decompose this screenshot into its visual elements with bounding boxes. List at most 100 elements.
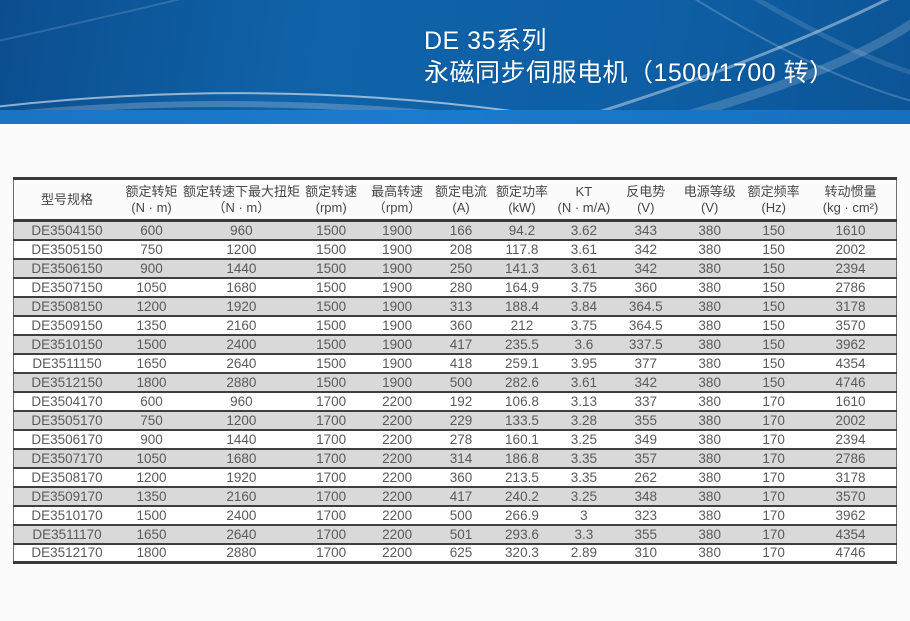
value-cell: 1200 (136, 298, 167, 314)
value-cell: 160.1 (505, 431, 539, 447)
value-cell: 2200 (382, 507, 413, 523)
column-header: 额定转速下最大扭矩 （N · m） (182, 183, 300, 215)
value-cell: 94.2 (508, 222, 536, 238)
table-row: DE3506170 900 1440 1700 2200 278 160.1 3.25 349 3… (13, 429, 897, 449)
value-cell: 2200 (382, 450, 413, 466)
value-cell: 360 (449, 469, 473, 485)
value-cell: 2002 (835, 241, 866, 257)
value-cell: 1900 (382, 279, 413, 295)
value-cell: 625 (449, 545, 473, 561)
value-cell: 313 (449, 298, 473, 314)
model-cell: DE3511170 (32, 526, 102, 542)
model-cell: DE3512170 (31, 545, 103, 561)
value-cell: 278 (449, 431, 473, 447)
column-header: 额定转速 (rpm) (305, 183, 358, 215)
value-cell: 150 (762, 317, 785, 333)
value-cell: 212 (510, 317, 534, 333)
model-cell: DE3507150 (31, 279, 103, 295)
value-cell: 337.5 (628, 336, 663, 352)
model-cell: DE3510170 (31, 507, 103, 523)
table-row: DE3507150 1050 1680 1500 1900 280 164.9 3.75 360… (13, 277, 897, 297)
table-row: DE3508170 1200 1920 1700 2200 360 213.5 3.35 262… (13, 467, 897, 487)
value-cell: 323 (634, 507, 658, 523)
value-cell: 2200 (382, 431, 413, 447)
value-cell: 348 (634, 488, 658, 504)
value-cell: 170 (762, 526, 785, 542)
value-cell: 170 (762, 469, 785, 485)
value-cell: 1900 (382, 241, 413, 257)
value-cell: 170 (762, 488, 785, 504)
model-cell: DE3512150 (31, 374, 103, 390)
value-cell: 2200 (382, 488, 413, 504)
value-cell: 3.35 (570, 450, 597, 466)
value-cell: 1900 (382, 336, 413, 352)
value-cell: 150 (762, 298, 785, 314)
value-cell: 1500 (316, 374, 347, 390)
value-cell: 1920 (226, 469, 257, 485)
value-cell: 3570 (835, 317, 866, 333)
value-cell: 3962 (835, 336, 866, 352)
value-cell: 1200 (226, 412, 257, 428)
value-cell: 1700 (316, 545, 347, 561)
table-row: DE3504150 600 960 1500 1900 166 94.2 3.62 343 380… (13, 220, 897, 240)
value-cell: 150 (762, 222, 785, 238)
model-cell: DE3504150 (31, 222, 103, 238)
value-cell: 380 (698, 488, 721, 504)
column-header: 额定电流 (A) (435, 183, 488, 215)
value-cell: 117.8 (505, 241, 539, 257)
value-cell: 2160 (226, 317, 257, 333)
table-row: DE3510150 1500 2400 1500 1900 417 235.5 3.6 337.… (13, 334, 897, 354)
value-cell: 380 (698, 260, 721, 276)
value-cell: 2786 (835, 450, 866, 466)
value-cell: 342 (634, 241, 658, 257)
value-cell: 2200 (382, 526, 413, 542)
value-cell: 960 (230, 222, 253, 238)
model-cell: DE3509150 (31, 317, 103, 333)
value-cell: 262 (634, 469, 658, 485)
value-cell: 1700 (316, 488, 347, 504)
value-cell: 2200 (382, 545, 413, 561)
value-cell: 1350 (136, 488, 167, 504)
value-cell: 1650 (136, 526, 167, 542)
value-cell: 360 (449, 317, 473, 333)
model-cell: DE3507170 (31, 450, 103, 466)
series-title: DE 35系列 (424, 27, 547, 55)
model-cell: DE3504170 (31, 393, 103, 409)
value-cell: 150 (762, 374, 785, 390)
value-cell: 1900 (382, 355, 413, 371)
banner-bottom-strip (0, 110, 910, 124)
column-header: 额定转矩 (N · m) (125, 183, 178, 215)
value-cell: 2640 (226, 355, 257, 371)
page: DE 35系列 永磁同步伺服电机（1500/1700 转） 型号规格 额定转矩 (N… (0, 0, 910, 564)
value-cell: 417 (449, 488, 473, 504)
value-cell: 1500 (316, 241, 347, 257)
value-cell: 235.5 (505, 336, 539, 352)
value-cell: 133.5 (505, 412, 539, 428)
value-cell: 2200 (382, 412, 413, 428)
value-cell: 1500 (316, 260, 347, 276)
value-cell: 342 (634, 374, 658, 390)
value-cell: 1500 (316, 317, 347, 333)
value-cell: 4746 (835, 374, 866, 390)
value-cell: 320.3 (505, 545, 539, 561)
value-cell: 1610 (835, 393, 866, 409)
value-cell: 960 (230, 393, 253, 409)
table-row: DE3506150 900 1440 1500 1900 250 141.3 3.61 342 3… (13, 258, 897, 278)
value-cell: 3.13 (570, 393, 597, 409)
value-cell: 3.75 (570, 279, 597, 295)
column-header: 转动惯量 (kg · cm²) (822, 183, 879, 215)
value-cell: 600 (140, 222, 163, 238)
value-cell: 1500 (136, 336, 167, 352)
value-cell: 1700 (316, 412, 347, 428)
value-cell: 343 (634, 222, 658, 238)
value-cell: 3.95 (570, 355, 597, 371)
value-cell: 3.61 (570, 241, 597, 257)
value-cell: 418 (449, 355, 473, 371)
motor-subtitle: 永磁同步伺服电机（1500/1700 转） (424, 59, 835, 87)
value-cell: 1050 (136, 450, 167, 466)
value-cell: 3.84 (570, 298, 597, 314)
value-cell: 4354 (835, 526, 866, 542)
value-cell: 3.3 (574, 526, 594, 542)
model-cell: DE3508150 (31, 298, 103, 314)
value-cell: 380 (698, 469, 721, 485)
